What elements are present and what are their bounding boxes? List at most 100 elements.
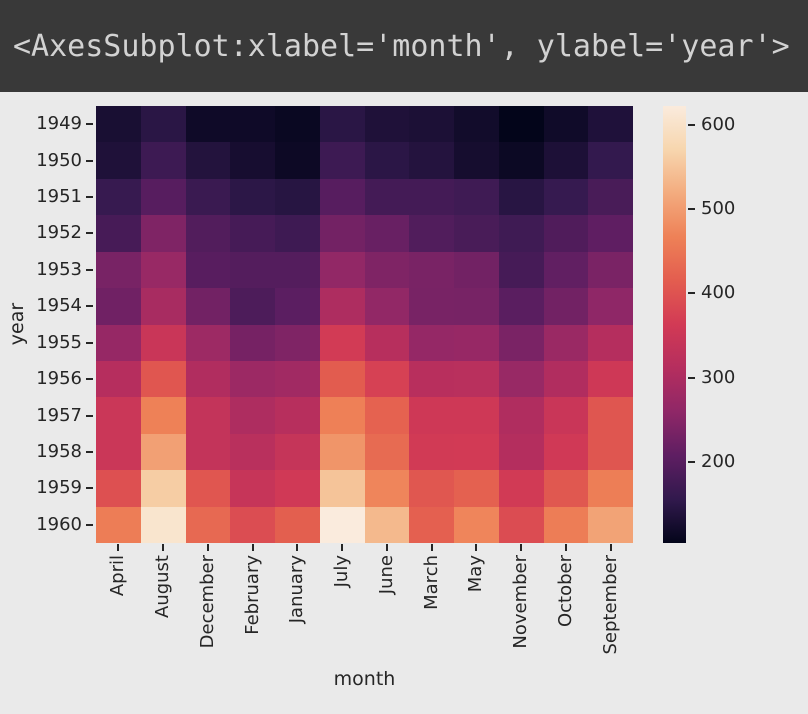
year-tick-mark xyxy=(86,487,93,490)
heatmap-cell xyxy=(544,106,588,142)
heatmap-cell xyxy=(409,507,454,543)
heatmap-cell xyxy=(499,106,544,142)
heatmap-cell xyxy=(96,215,141,252)
month-tick-label: December xyxy=(196,555,218,649)
heatmap-cell xyxy=(365,142,409,179)
colorbar-tick-mark xyxy=(688,292,695,295)
heatmap-cell xyxy=(230,470,275,507)
heatmap-cell xyxy=(499,434,544,470)
heatmap-cell xyxy=(499,142,544,179)
heatmap-cell xyxy=(499,179,544,215)
year-tick-label: 1958 xyxy=(36,440,82,462)
month-tick-label: April xyxy=(107,555,129,597)
month-tick-label: September xyxy=(599,555,621,655)
year-tick-mark xyxy=(86,378,93,381)
colorbar-tick-mark xyxy=(688,123,695,126)
heatmap-cell xyxy=(96,507,141,543)
heatmap-cell xyxy=(454,470,499,507)
heatmap-cell xyxy=(141,507,186,543)
month-tick-mark xyxy=(475,544,478,551)
heatmap-cell xyxy=(230,252,275,288)
heatmap-cell xyxy=(588,106,633,142)
heatmap-cell xyxy=(499,215,544,252)
heatmap-cell xyxy=(230,361,275,397)
year-tick-label: 1949 xyxy=(36,113,82,135)
heatmap-cell xyxy=(186,361,230,397)
heatmap-cell xyxy=(230,288,275,325)
heatmap-cell xyxy=(275,106,320,142)
heatmap-cell xyxy=(186,142,230,179)
heatmap-cell xyxy=(409,397,454,434)
heatmap-cell xyxy=(141,179,186,215)
heatmap-cell xyxy=(275,325,320,361)
heatmap-cell xyxy=(275,252,320,288)
heatmap-cell xyxy=(454,106,499,142)
heatmap-cell xyxy=(320,325,365,361)
heatmap-cell xyxy=(499,252,544,288)
heatmap-cell xyxy=(186,288,230,325)
month-tick-mark xyxy=(117,544,120,551)
colorbar-tick-label: 500 xyxy=(701,197,736,219)
month-tick-label: November xyxy=(510,555,532,649)
heatmap-cell xyxy=(499,361,544,397)
heatmap-cell xyxy=(544,397,588,434)
heatmap-cell xyxy=(96,470,141,507)
heatmap-cell xyxy=(544,325,588,361)
heatmap-cell xyxy=(320,288,365,325)
month-tick-label: May xyxy=(465,555,487,593)
heatmap-cell xyxy=(96,142,141,179)
heatmap-cell xyxy=(499,288,544,325)
heatmap-cell xyxy=(365,434,409,470)
colorbar-tick-label: 200 xyxy=(701,451,736,472)
month-tick-mark xyxy=(564,544,567,551)
heatmap-cell xyxy=(544,470,588,507)
heatmap-cell xyxy=(365,215,409,252)
heatmap-cell xyxy=(409,252,454,288)
heatmap-cell xyxy=(409,434,454,470)
heatmap-cell xyxy=(141,325,186,361)
heatmap-cell xyxy=(588,507,633,543)
heatmap-cell xyxy=(454,325,499,361)
month-tick-mark xyxy=(520,544,523,551)
heatmap-cell xyxy=(320,507,365,543)
heatmap-cell xyxy=(454,252,499,288)
heatmap-cell xyxy=(409,325,454,361)
heatmap-cell xyxy=(96,106,141,142)
heatmap-cell xyxy=(230,142,275,179)
colorbar-tick-mark xyxy=(688,376,695,379)
heatmap-cell xyxy=(544,507,588,543)
year-tick-label: 1957 xyxy=(36,404,82,426)
heatmap-cell xyxy=(96,434,141,470)
month-tick-mark xyxy=(162,544,165,551)
heatmap-cell xyxy=(96,288,141,325)
heatmap-cell xyxy=(454,142,499,179)
heatmap-cell xyxy=(141,252,186,288)
axessubplot-repr-text: <AxesSubplot:xlabel='month', ylabel='yea… xyxy=(13,28,790,64)
heatmap-cell xyxy=(365,179,409,215)
heatmap-cell xyxy=(141,142,186,179)
heatmap-cell xyxy=(365,361,409,397)
month-tick-label: August xyxy=(152,555,174,618)
colorbar-tick-mark xyxy=(688,461,695,463)
heatmap-cell xyxy=(588,215,633,252)
month-tick-label: June xyxy=(375,555,397,595)
heatmap-cell xyxy=(186,470,230,507)
heatmap-cell xyxy=(499,325,544,361)
heatmap-cell xyxy=(454,179,499,215)
heatmap-cell xyxy=(365,325,409,361)
heatmap-cell xyxy=(544,288,588,325)
heatmap-cell xyxy=(365,106,409,142)
repr-text-bar: <AxesSubplot:xlabel='month', ylabel='yea… xyxy=(0,0,808,92)
colorbar-tick-label: 400 xyxy=(701,282,736,304)
month-tick-mark xyxy=(296,544,299,551)
heatmap-figure: 1949 1950 1951 1952 1953 1954 1955 1956 1957 1958… xyxy=(0,92,808,714)
heatmap-cell xyxy=(275,507,320,543)
heatmap-cell xyxy=(409,215,454,252)
year-tick-label: 1953 xyxy=(36,258,82,280)
heatmap-cell xyxy=(544,361,588,397)
year-tick-mark xyxy=(86,123,93,126)
heatmap-cell xyxy=(320,106,365,142)
year-tick-mark xyxy=(86,414,93,417)
heatmap-cell xyxy=(275,361,320,397)
year-tick-mark xyxy=(86,232,93,235)
